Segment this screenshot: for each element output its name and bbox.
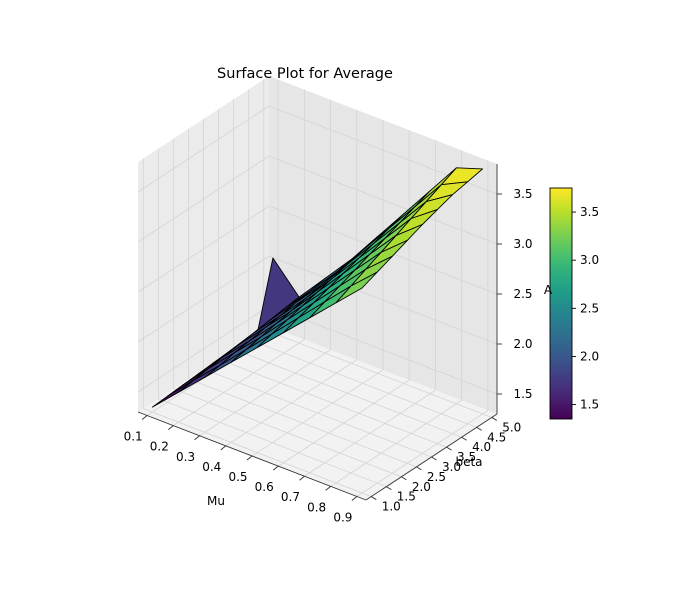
y-tick-mark <box>461 436 467 441</box>
y-tick-mark <box>431 456 437 461</box>
grid-line-z <box>137 205 270 293</box>
colorbar-bar <box>549 187 573 420</box>
x-tick-label: 0.3 <box>176 450 195 464</box>
y-tick-label: 4.0 <box>472 440 491 454</box>
z-tick-label: 1.5 <box>513 387 532 401</box>
x-tick-mark <box>351 496 358 501</box>
grid-line-y <box>248 338 477 428</box>
grid-line-y <box>188 378 417 468</box>
y-tick-mark <box>386 486 392 491</box>
x-tick-mark <box>299 475 305 481</box>
x-axis-label: Mu <box>207 494 225 508</box>
colorbar: 1.5 2.0 2.5 3.0 3.5 <box>549 187 599 420</box>
x-tick-label: 0.5 <box>228 470 247 484</box>
z-tick-label: 3.0 <box>513 237 532 251</box>
grid-line-y <box>263 329 492 418</box>
y-tick-label: 2.0 <box>412 480 431 494</box>
axis-lines <box>137 164 502 501</box>
grid-line-z <box>137 155 270 243</box>
tick-labels: 0.10.20.30.40.50.60.70.80.91.01.52.02.53… <box>124 187 533 524</box>
y-tick-label: 2.5 <box>427 470 446 484</box>
grid-line-y <box>233 348 462 438</box>
y-tick-label: 1.5 <box>397 490 416 504</box>
x-tick-mark <box>194 435 200 441</box>
x-tick-label: 0.9 <box>333 510 352 524</box>
y-tick-label: 3.0 <box>442 460 461 474</box>
x-tick-label: 0.8 <box>307 500 326 514</box>
y-tick-mark <box>416 466 422 471</box>
colorbar-tick-label: 2.0 <box>580 349 599 363</box>
z-tick-label: 3.5 <box>513 187 532 201</box>
x-tick-label: 0.2 <box>150 440 169 454</box>
grid-line-y <box>218 358 447 448</box>
grid-line-y <box>158 398 387 488</box>
surface-mesh <box>151 167 484 408</box>
x-tick-mark <box>141 415 148 420</box>
x-tick-label: 0.6 <box>255 480 274 494</box>
colorbar-tick-label: 3.5 <box>580 205 599 219</box>
x-tick-mark <box>220 445 227 451</box>
grid-line-y <box>143 408 372 497</box>
z-tick-label: 2.0 <box>513 337 532 351</box>
z-tick-label: 2.5 <box>513 287 532 301</box>
grid-line-z <box>268 255 498 345</box>
y-tick-mark <box>446 446 452 451</box>
x-tick-mark <box>325 486 331 491</box>
y-tick-mark <box>491 417 497 421</box>
y-tick-mark <box>476 426 482 431</box>
y-tick-label: 3.5 <box>457 450 476 464</box>
chart-title: Surface Plot for Average <box>217 66 393 82</box>
colorbar-tick-label: 1.5 <box>580 398 599 412</box>
grid-line-z <box>137 255 270 343</box>
grid-line-z <box>137 105 270 193</box>
colorbar-tick-label: 3.0 <box>580 253 599 267</box>
z-axis-label: A <box>544 283 553 297</box>
grid-line-z <box>137 305 270 393</box>
x-tick-label: 0.4 <box>202 460 221 474</box>
y-tick-mark <box>371 496 377 500</box>
x-tick-label: 0.1 <box>124 430 143 444</box>
x-tick-mark <box>246 455 253 461</box>
grid-line-z <box>268 305 498 395</box>
y-tick-label: 1.0 <box>382 500 401 514</box>
grid-line-y <box>173 388 402 478</box>
grid-line-y <box>203 368 432 458</box>
y-tick-label: 4.5 <box>487 430 506 444</box>
colorbar-tick-label: 2.5 <box>580 301 599 315</box>
y-tick-mark <box>401 476 407 481</box>
y-axis-label: beta <box>455 455 482 469</box>
y-tick-label: 5.0 <box>502 420 521 434</box>
x-tick-mark <box>272 465 279 471</box>
x-tick-mark <box>168 425 174 430</box>
x-tick-label: 0.7 <box>281 490 300 504</box>
grid-line-z <box>268 155 498 245</box>
surface-cell <box>335 271 378 304</box>
